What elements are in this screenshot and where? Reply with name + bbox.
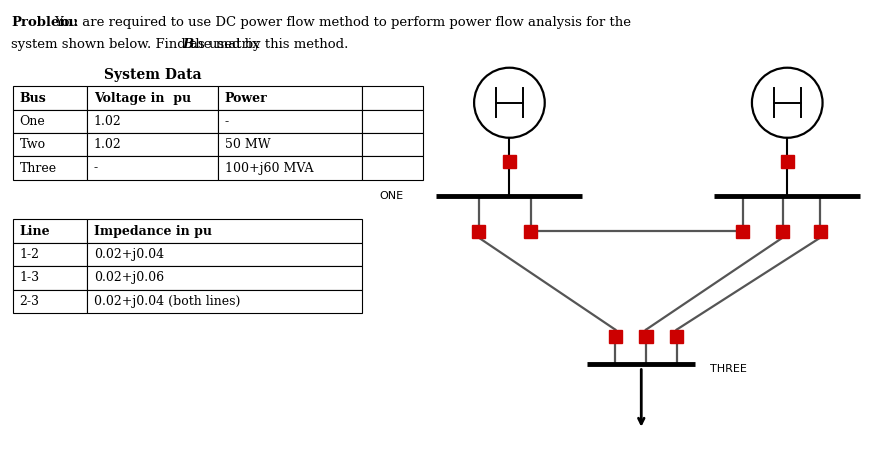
Text: 0.02+j0.04 (both lines): 0.02+j0.04 (both lines) — [94, 295, 240, 308]
Text: 0.02+j0.04: 0.02+j0.04 — [94, 248, 164, 261]
Bar — [13, 86, 87, 110]
Bar — [87, 266, 362, 290]
Bar — [362, 156, 423, 180]
Text: 2-3: 2-3 — [19, 295, 39, 308]
Bar — [87, 243, 362, 266]
Bar — [87, 110, 218, 133]
Text: -: - — [94, 162, 98, 175]
Bar — [218, 133, 362, 156]
Text: Line: Line — [19, 225, 51, 238]
Text: 100+j60 MVA: 100+j60 MVA — [225, 162, 313, 175]
Bar — [670, 330, 683, 343]
Bar — [13, 290, 87, 313]
Text: B: B — [182, 38, 194, 51]
Text: 1.02: 1.02 — [94, 115, 121, 128]
Bar — [814, 225, 827, 238]
Bar — [736, 225, 749, 238]
Bar — [218, 110, 362, 133]
Text: Problem:: Problem: — [10, 16, 78, 29]
Text: 1-3: 1-3 — [19, 271, 40, 284]
Bar — [87, 290, 362, 313]
Bar — [776, 225, 789, 238]
Text: ONE: ONE — [379, 191, 404, 201]
Bar — [524, 225, 537, 238]
Bar — [13, 133, 87, 156]
Text: System Data: System Data — [104, 68, 201, 82]
Text: system shown below. Find the matrix: system shown below. Find the matrix — [10, 38, 263, 51]
Text: Power: Power — [225, 92, 268, 105]
Bar — [87, 219, 362, 243]
Text: as used by this method.: as used by this method. — [190, 38, 348, 51]
Bar — [362, 110, 423, 133]
Bar — [87, 86, 218, 110]
Bar — [218, 156, 362, 180]
Text: Impedance in pu: Impedance in pu — [94, 225, 212, 238]
Bar — [13, 110, 87, 133]
Text: 50 MW: 50 MW — [225, 138, 270, 151]
Bar — [13, 156, 87, 180]
Text: 1-2: 1-2 — [19, 248, 39, 261]
Text: One: One — [19, 115, 45, 128]
Text: THREE: THREE — [710, 364, 746, 374]
Text: Bus: Bus — [19, 92, 46, 105]
Bar — [13, 243, 87, 266]
Bar — [503, 155, 516, 168]
Text: 1.02: 1.02 — [94, 138, 121, 151]
Bar — [362, 86, 423, 110]
Bar — [218, 86, 362, 110]
Bar — [609, 330, 622, 343]
Text: 0.02+j0.06: 0.02+j0.06 — [94, 271, 164, 284]
Bar — [473, 225, 486, 238]
Bar — [13, 266, 87, 290]
Text: Two: Two — [19, 138, 45, 151]
Bar — [362, 133, 423, 156]
Bar — [87, 133, 218, 156]
Text: You are required to use DC power flow method to perform power flow analysis for : You are required to use DC power flow me… — [54, 16, 631, 29]
Bar — [639, 330, 652, 343]
Text: Three: Three — [19, 162, 57, 175]
Bar — [87, 156, 218, 180]
Text: Voltage in  pu: Voltage in pu — [94, 92, 191, 105]
Bar — [780, 155, 794, 168]
Bar — [13, 219, 87, 243]
Text: -: - — [225, 115, 228, 128]
